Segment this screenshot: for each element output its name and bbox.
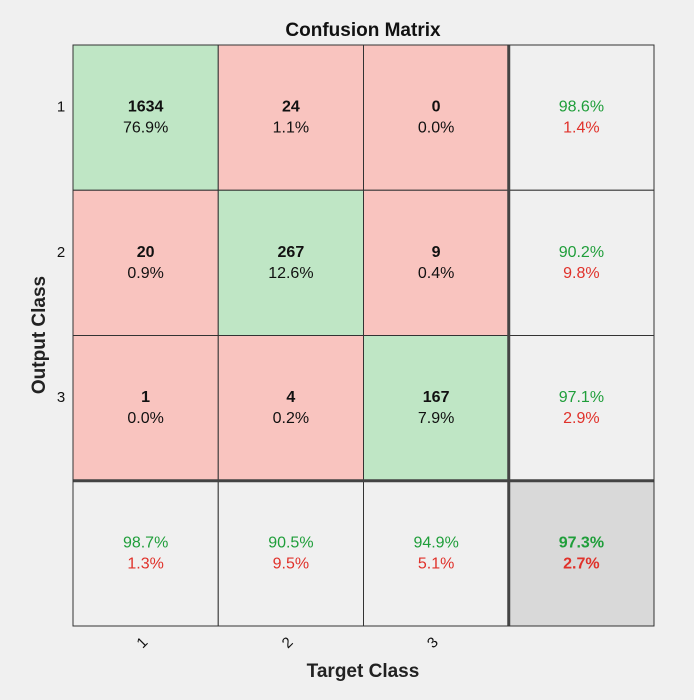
col-correct-percent: 94.9% bbox=[413, 534, 458, 551]
x-axis-label: Target Class bbox=[307, 661, 420, 682]
cell-count: 167 bbox=[423, 389, 450, 406]
matrix-cell bbox=[217, 44, 364, 191]
cell-labels: 1634 76.9% 24 1.1% 0 0.0% 20 0.9% 267 12.6% 9 0.4% 1… bbox=[123, 99, 604, 573]
y-axis-label: Output Class bbox=[29, 276, 50, 394]
matrix-cell bbox=[363, 44, 510, 191]
matrix-frame bbox=[72, 44, 655, 627]
col-error-percent: 9.5% bbox=[273, 555, 309, 572]
row-correct-percent: 98.6% bbox=[559, 99, 604, 116]
row-summary-cell bbox=[508, 189, 655, 336]
x-tick-label: 1 bbox=[133, 634, 151, 652]
row-correct-percent: 90.2% bbox=[559, 244, 604, 261]
y-tick-label: 1 bbox=[57, 99, 65, 116]
row-summary-cell bbox=[508, 335, 655, 482]
matrix-cell bbox=[72, 189, 219, 336]
cell-percent: 0.0% bbox=[127, 410, 163, 427]
matrix-cell bbox=[72, 44, 219, 191]
row-summary-cell bbox=[508, 44, 655, 191]
y-tick-label: 2 bbox=[57, 244, 65, 261]
cell-percent: 0.4% bbox=[418, 265, 454, 282]
row-error-percent: 9.8% bbox=[563, 265, 599, 282]
row-error-percent: 1.4% bbox=[563, 120, 599, 137]
cell-percent: 0.9% bbox=[127, 265, 163, 282]
cell-count: 0 bbox=[432, 99, 441, 116]
cell-count: 1 bbox=[141, 389, 150, 406]
matrix-cell bbox=[72, 335, 219, 482]
cell-percent: 7.9% bbox=[418, 410, 454, 427]
cell-percent: 0.2% bbox=[273, 410, 309, 427]
cell-count: 4 bbox=[286, 389, 295, 406]
col-summary-cell bbox=[72, 480, 219, 627]
cell-count: 20 bbox=[137, 244, 155, 261]
x-tick-label: 2 bbox=[279, 634, 297, 652]
col-error-percent: 1.3% bbox=[127, 555, 163, 572]
matrix-cell bbox=[217, 189, 364, 336]
col-summary-cell bbox=[217, 480, 364, 627]
cell-percent: 0.0% bbox=[418, 120, 454, 137]
col-summary-cell bbox=[363, 480, 510, 627]
cell-percent: 12.6% bbox=[268, 265, 313, 282]
overall-summary-cell bbox=[508, 480, 655, 627]
cell-count: 1634 bbox=[128, 99, 164, 116]
x-tick-label: 3 bbox=[424, 634, 442, 652]
cell-count: 267 bbox=[278, 244, 305, 261]
cell-percent: 76.9% bbox=[123, 120, 168, 137]
overall-correct-percent: 97.3% bbox=[559, 534, 604, 551]
col-error-percent: 5.1% bbox=[418, 555, 454, 572]
matrix-cell bbox=[217, 335, 364, 482]
cell-percent: 1.1% bbox=[273, 120, 309, 137]
col-correct-percent: 90.5% bbox=[268, 534, 313, 551]
row-correct-percent: 97.1% bbox=[559, 389, 604, 406]
matrix-cell bbox=[363, 189, 510, 336]
overall-error-percent: 2.7% bbox=[563, 555, 599, 572]
matrix-cell bbox=[363, 335, 510, 482]
row-error-percent: 2.9% bbox=[563, 410, 599, 427]
matrix-cells bbox=[72, 44, 655, 627]
outer-border bbox=[72, 44, 655, 627]
col-correct-percent: 98.7% bbox=[123, 534, 168, 551]
cell-count: 9 bbox=[432, 244, 441, 261]
chart-title: Confusion Matrix bbox=[285, 20, 441, 41]
cell-count: 24 bbox=[282, 99, 300, 116]
y-tick-label: 3 bbox=[57, 389, 65, 406]
